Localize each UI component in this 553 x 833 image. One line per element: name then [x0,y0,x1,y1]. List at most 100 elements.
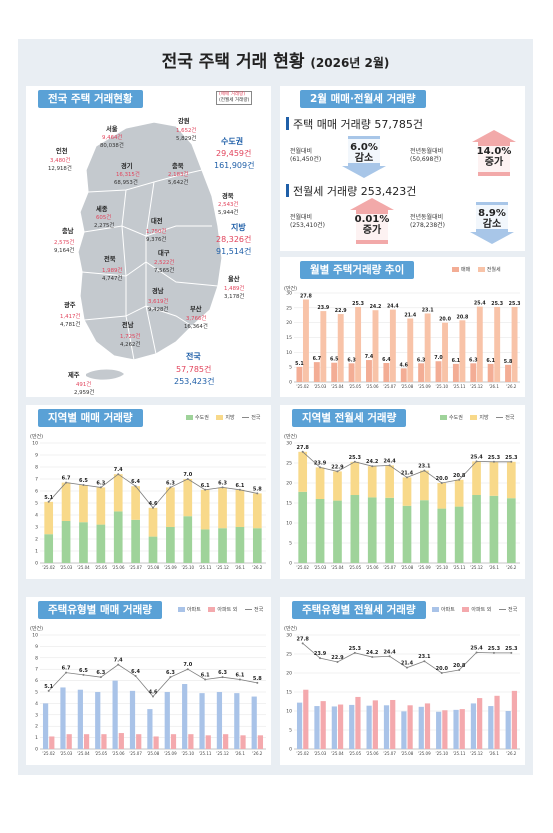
data-label-national: 7.0 [183,662,192,668]
type-rent-chart-title: 주택유형별 전월세 거래량 [292,601,426,619]
x-tick-label: '25.06 [112,565,125,570]
region-name-gangwon: 강원 [178,118,190,125]
national-name: 전국 [186,352,201,361]
sale-mom-value: 6.0% 감소 [344,142,384,164]
region-sale-gyeonggi: 16,315건 [116,172,140,178]
point-national [423,660,426,663]
y-tick-label: 5 [289,728,292,734]
x-tick-label: '25.12 [216,565,229,570]
point-national [406,666,408,669]
data-label-national: 20.8 [453,473,466,479]
y-tick-label: 0 [289,747,292,753]
bar-type_sale-apt [112,680,118,749]
sale-yoy-up-arrow-icon [472,130,516,176]
page-title-sub: (2026년 2월) [310,56,390,70]
x-tick-label: '25.03 [314,384,327,389]
capital-area-name: 수도권 [221,137,244,146]
point-national [204,678,207,681]
legend-item-national: 전국 [245,607,266,613]
bar-monthly-sale [348,363,355,382]
bar-region_sale-lower [166,527,175,563]
point-national [152,506,154,509]
region-rent-jeju: 2,959건 [74,390,95,396]
y-tick-label: 10 [286,709,292,715]
rent-mom-up-arrow-icon [350,198,394,244]
point-national [353,651,356,654]
bar-region_rent-lower [367,497,377,563]
data-label-national: 4.6 [149,501,158,507]
data-label-national: 6.5 [79,478,88,484]
bar-region_sale-upper [61,482,71,521]
sale-yoy-base: (50,698건) [410,156,442,163]
bar-type_sale-nonapt [118,733,124,749]
data-label-national: 6.1 [201,483,210,489]
region-name-sejong: 세종 [96,206,108,213]
bar-monthly-rent [337,314,344,382]
local-area-sale: 28,326건 [216,235,252,244]
region-rent-chart-legend: 수도권 지방 전국 [440,414,520,421]
point-national [256,492,259,495]
region-sale-chart-svg: 0 1 2 3 4 5 6 7 8 9 10 '25.02 '25.03 '25.04 '25.05 '25.… [32,441,266,570]
bar-monthly-sale [331,362,338,382]
region-sale-seoul: 9,464건 [102,135,123,141]
bar-type_rent-nonapt [477,698,483,749]
region-name-jeju: 제주 [68,372,80,379]
type-sale-chart-panel: 주택유형별 매매 거래량 아파트 아파트 외 전국 (만건) 0 1 2 3 4 5 6 7 8… [26,597,271,765]
point-national [186,478,189,480]
region-rent-chart-svg: 0 5 10 15 20 25 30 '25.02 '25.03 '25.04 '25.05 '25.… [286,441,520,570]
page-title: 전국 주택 거래 현황 (2026년 2월) [18,47,533,72]
region-rent-seoul: 80,038건 [100,143,124,149]
local-area-rent: 91,514건 [216,247,252,256]
sale-mom-compare: 전월대비 (61,450건) [290,148,321,164]
bar-region_sale-lower [44,534,54,563]
map-legend: (매매 거래량) (전월세 거래량) [216,91,253,105]
rent-mom-value: 0.01% 증가 [352,214,392,236]
bar-monthly-sale [487,363,494,382]
bar-type_rent-apt [314,706,320,749]
bar-monthly-sale [418,363,425,382]
legend-item-local: 지방 [216,415,237,421]
x-tick-label: '25.05 [95,565,108,570]
y-tick-label: 20 [286,671,292,677]
y-tick-label: 0 [35,747,38,753]
y-tick-label: 5 [35,501,38,507]
x-tick-label: '25.05 [349,384,362,389]
y-tick-label: 3 [35,525,38,531]
data-label-national: 5.8 [253,676,262,682]
bar-region_rent-lower [298,491,308,563]
x-tick-label: '26.1 [489,384,499,389]
region-rent-daejeon: 9,376건 [146,237,167,243]
y-tick-label: 4 [35,701,38,707]
y-tick-label: 7 [35,477,38,483]
bar-type_rent-nonapt [337,704,344,749]
data-label-national: 7.4 [114,467,123,473]
bar-region_rent-upper [472,461,481,495]
sale-yoy-compare: 전년동월대비 (50,698건) [410,148,443,164]
bar-type_sale-nonapt [136,734,142,749]
region-sale-gyeongbuk: 2,543건 [218,202,239,208]
bar-type_sale-apt [77,689,83,749]
data-label-national: 7.0 [183,472,192,478]
jeju-island-shape [86,369,124,380]
data-label-national: 25.3 [505,455,518,461]
data-label-sale: 6.5 [330,357,339,363]
x-tick-label: '25.05 [349,751,362,756]
region-sale-daegu: 2,522건 [154,260,175,266]
x-tick-label: '25.09 [164,751,177,756]
x-tick-label: '26.1 [235,751,245,756]
x-tick-label: '25.08 [147,565,160,570]
x-tick-label: '26.1 [235,565,245,570]
region-name-seoul: 서울 [106,126,118,133]
x-tick-label: '25.02 [42,751,55,756]
bar-region_sale-upper [183,479,193,517]
y-tick-label: 10 [32,441,38,447]
data-label-rent: 25.3 [509,301,521,307]
region-rent-chungbuk: 5,642건 [168,180,189,186]
data-label-national: 25.3 [349,646,362,652]
rent-yoy-label: 전년동월대비 [410,214,444,221]
bar-type_sale-nonapt [188,734,194,749]
point-national [301,642,304,645]
data-label-rent: 24.4 [387,304,399,310]
x-tick-label: '25.02 [42,565,55,570]
bar-region_rent-lower [420,500,429,563]
